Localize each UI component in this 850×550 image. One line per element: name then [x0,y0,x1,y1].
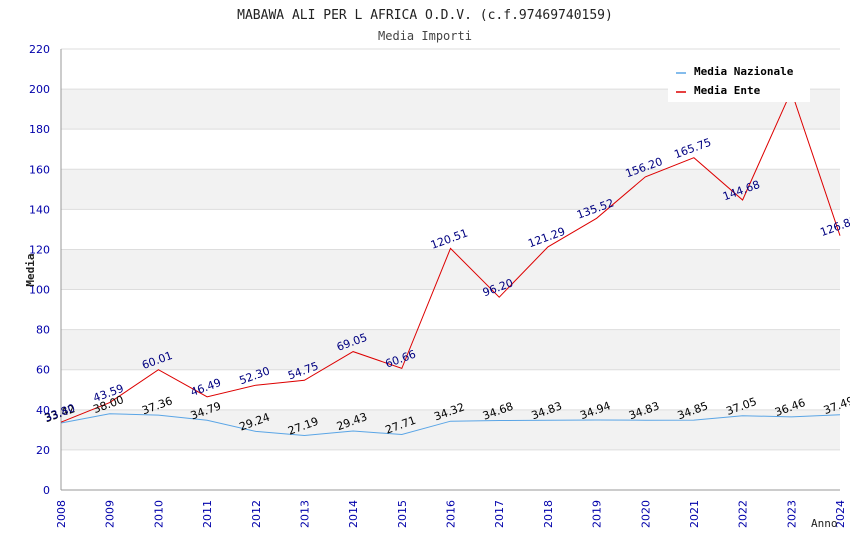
x-tick-label: 2024 [834,500,847,528]
chart-subtitle: Media Importi [378,29,472,43]
x-tick-label: 2021 [688,500,701,528]
series-line-media-ente [60,89,841,423]
grid-lines [61,48,840,451]
x-tick-labels: 2008 2009 2010 2011 2012 2013 2014 2015 2016 2017… [55,500,847,528]
y-tick-label: 40 [36,404,50,417]
y-tick-label: 200 [29,83,50,96]
x-tick-label: 2010 [152,500,165,528]
x-tick-label: 2023 [785,500,798,528]
x-axis-label: Anno [811,517,838,530]
y-tick-labels: 0 20 40 60 80 100 120 140 160 180 200 220 [29,43,50,497]
x-tick-label: 2015 [396,500,409,528]
x-tick-label: 2022 [737,500,750,528]
legend-label-media-ente: Media Ente [694,84,761,97]
y-tick-label: 80 [36,324,50,337]
x-tick-label: 2012 [250,500,263,528]
y-tick-label: 100 [29,284,50,297]
x-tick-label: 2020 [639,500,652,528]
legend-box [668,60,810,102]
x-tick-label: 2017 [493,500,506,528]
y-tick-label: 120 [29,243,50,256]
y-tick-label: 0 [43,484,50,497]
legend-label-media-nazionale: Media Nazionale [694,65,794,78]
x-tick-label: 2011 [201,500,214,528]
grid-band [61,169,840,210]
x-tick-label: 2014 [347,500,360,528]
data-label: 165.75 [672,136,713,161]
y-tick-label: 160 [29,163,50,176]
series-line-media-nazionale [60,413,841,437]
chart-title: MABAWA ALI PER L AFRICA O.D.V. (c.f.9746… [237,8,613,23]
x-tick-label: 2019 [591,500,604,528]
grid-band [61,249,840,290]
y-tick-label: 140 [29,203,50,216]
x-tick-label: 2009 [104,500,117,528]
y-tick-label: 20 [36,444,50,457]
y-tick-label: 180 [29,123,50,136]
x-tick-label: 2016 [445,500,458,528]
data-label: 120.51 [429,226,470,251]
legend: Media Nazionale Media Ente [668,60,810,102]
x-tick-label: 2018 [542,500,555,528]
data-label: 121.29 [526,225,567,250]
y-tick-label: 60 [36,364,50,377]
series-lines [60,89,841,437]
grid-band [61,329,840,370]
y-tick-label: 220 [29,43,50,56]
x-tick-label: 2013 [298,500,311,528]
grid-band [61,409,840,450]
x-tick-label: 2008 [55,500,68,528]
axes [60,49,840,491]
grid-bands [61,89,840,450]
y-axis-label: Media [24,253,37,286]
